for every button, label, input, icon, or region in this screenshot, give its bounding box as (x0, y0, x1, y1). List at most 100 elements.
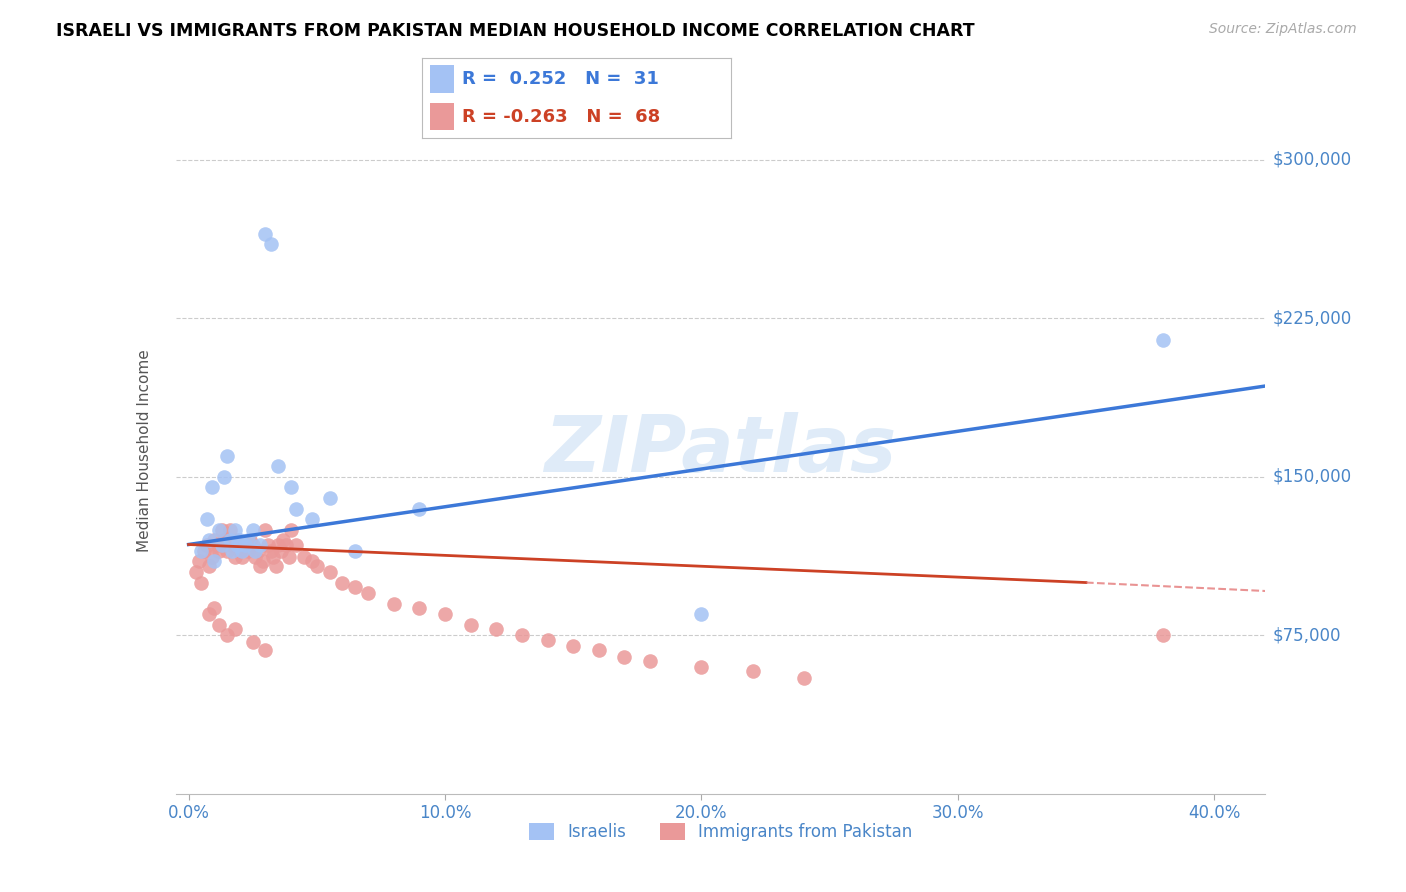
Point (536, 632, 558, 647)
Point (433, 607, 456, 622)
Point (344, 544, 367, 558)
Point (638, 654, 661, 668)
Point (215, 449, 238, 463)
Point (1152, 628, 1174, 642)
Point (218, 533, 240, 548)
Point (267, 459, 290, 474)
Point (195, 512, 218, 526)
Text: $300,000: $300,000 (1272, 151, 1353, 169)
Point (236, 544, 259, 558)
Point (242, 523, 264, 537)
Point (793, 671, 815, 685)
Text: $150,000: $150,000 (1272, 468, 1353, 486)
Point (224, 523, 246, 537)
Point (214, 470, 236, 484)
Point (254, 643, 277, 657)
Bar (430, 103, 454, 130)
Point (246, 544, 269, 558)
Point (270, 544, 292, 558)
Point (211, 537, 233, 551)
Point (510, 628, 533, 642)
Point (198, 607, 221, 622)
Point (254, 523, 277, 537)
Point (198, 533, 221, 548)
Point (239, 533, 262, 548)
Point (190, 575, 212, 590)
Text: $225,000: $225,000 (1272, 310, 1353, 327)
Point (259, 237, 281, 252)
Point (460, 617, 482, 632)
Point (195, 537, 218, 551)
Point (215, 544, 238, 558)
Point (186, 565, 208, 579)
Point (221, 537, 243, 551)
Point (215, 628, 238, 642)
Point (249, 537, 271, 551)
Bar (430, 65, 454, 93)
Point (613, 649, 636, 664)
Point (485, 622, 508, 636)
Point (285, 537, 308, 551)
Point (229, 533, 252, 548)
Text: Source: ZipAtlas.com: Source: ZipAtlas.com (1209, 22, 1357, 37)
Point (262, 550, 284, 565)
Point (292, 550, 315, 565)
Point (202, 533, 225, 548)
Point (233, 537, 256, 551)
Point (562, 639, 585, 653)
Point (211, 523, 233, 537)
Point (249, 558, 271, 573)
Point (318, 565, 340, 579)
Point (332, 575, 354, 590)
Point (280, 480, 302, 494)
Point (242, 634, 264, 648)
Point (588, 643, 610, 657)
Point (201, 480, 224, 494)
Point (236, 533, 259, 548)
Point (224, 622, 246, 636)
Point (218, 523, 240, 537)
Point (187, 554, 209, 568)
Point (198, 558, 221, 573)
Point (280, 523, 302, 537)
Point (221, 544, 243, 558)
Point (193, 544, 215, 558)
Point (267, 537, 290, 551)
Point (202, 554, 225, 568)
Point (252, 554, 274, 568)
Point (245, 544, 267, 558)
Point (190, 544, 212, 558)
Legend: Israelis, Immigrants from Pakistan: Israelis, Immigrants from Pakistan (523, 816, 918, 847)
Text: ISRAELI VS IMMIGRANTS FROM PAKISTAN MEDIAN HOUSEHOLD INCOME CORRELATION CHART: ISRAELI VS IMMIGRANTS FROM PAKISTAN MEDI… (56, 22, 974, 40)
Point (226, 533, 249, 548)
Point (208, 617, 231, 632)
Point (274, 537, 297, 551)
Point (285, 501, 308, 516)
Point (208, 544, 231, 558)
Point (231, 544, 253, 558)
Point (305, 558, 328, 573)
Text: R = -0.263   N =  68: R = -0.263 N = 68 (463, 108, 661, 126)
Point (1152, 333, 1174, 347)
Text: ZIPatlas: ZIPatlas (544, 412, 897, 489)
Point (254, 227, 277, 241)
Point (229, 544, 252, 558)
Point (214, 533, 236, 548)
Point (264, 558, 287, 573)
Point (245, 550, 267, 565)
Point (357, 586, 380, 600)
Point (259, 544, 281, 558)
Y-axis label: Median Household Income: Median Household Income (138, 349, 152, 552)
Point (233, 537, 256, 551)
Point (690, 607, 713, 622)
Point (301, 554, 323, 568)
Point (208, 523, 231, 537)
Point (201, 550, 224, 565)
Point (277, 550, 299, 565)
Point (408, 601, 430, 615)
Point (408, 501, 430, 516)
Point (382, 597, 405, 611)
Point (301, 512, 323, 526)
Point (226, 537, 249, 551)
Point (231, 550, 253, 565)
